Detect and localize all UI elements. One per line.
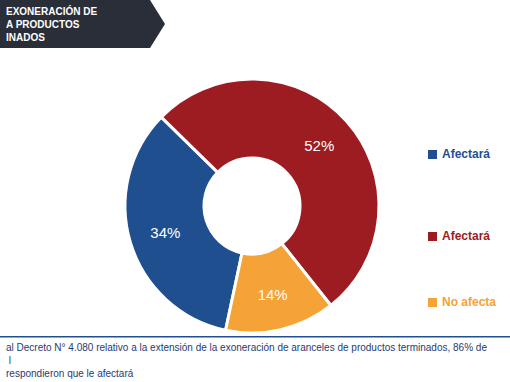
svg-text:l: l [6, 355, 11, 366]
svg-text:52%: 52% [304, 137, 334, 154]
svg-text:14%: 14% [258, 286, 288, 303]
svg-text:Afectará: Afectará [442, 229, 490, 243]
svg-text:EXONERACIÓN DE: EXONERACIÓN DE [6, 5, 97, 17]
svg-text:INADOS: INADOS [6, 32, 45, 43]
svg-text:No afecta: No afecta [442, 295, 496, 309]
svg-text:al Decreto N° 4.080 relativo a: al Decreto N° 4.080 relativo a la extens… [6, 342, 487, 353]
svg-text:respondieron que le afectará: respondieron que le afectará [6, 368, 134, 379]
svg-text:34%: 34% [150, 224, 180, 241]
svg-text:A PRODUCTOS: A PRODUCTOS [6, 19, 80, 30]
svg-text:Afectará: Afectará [442, 147, 490, 161]
